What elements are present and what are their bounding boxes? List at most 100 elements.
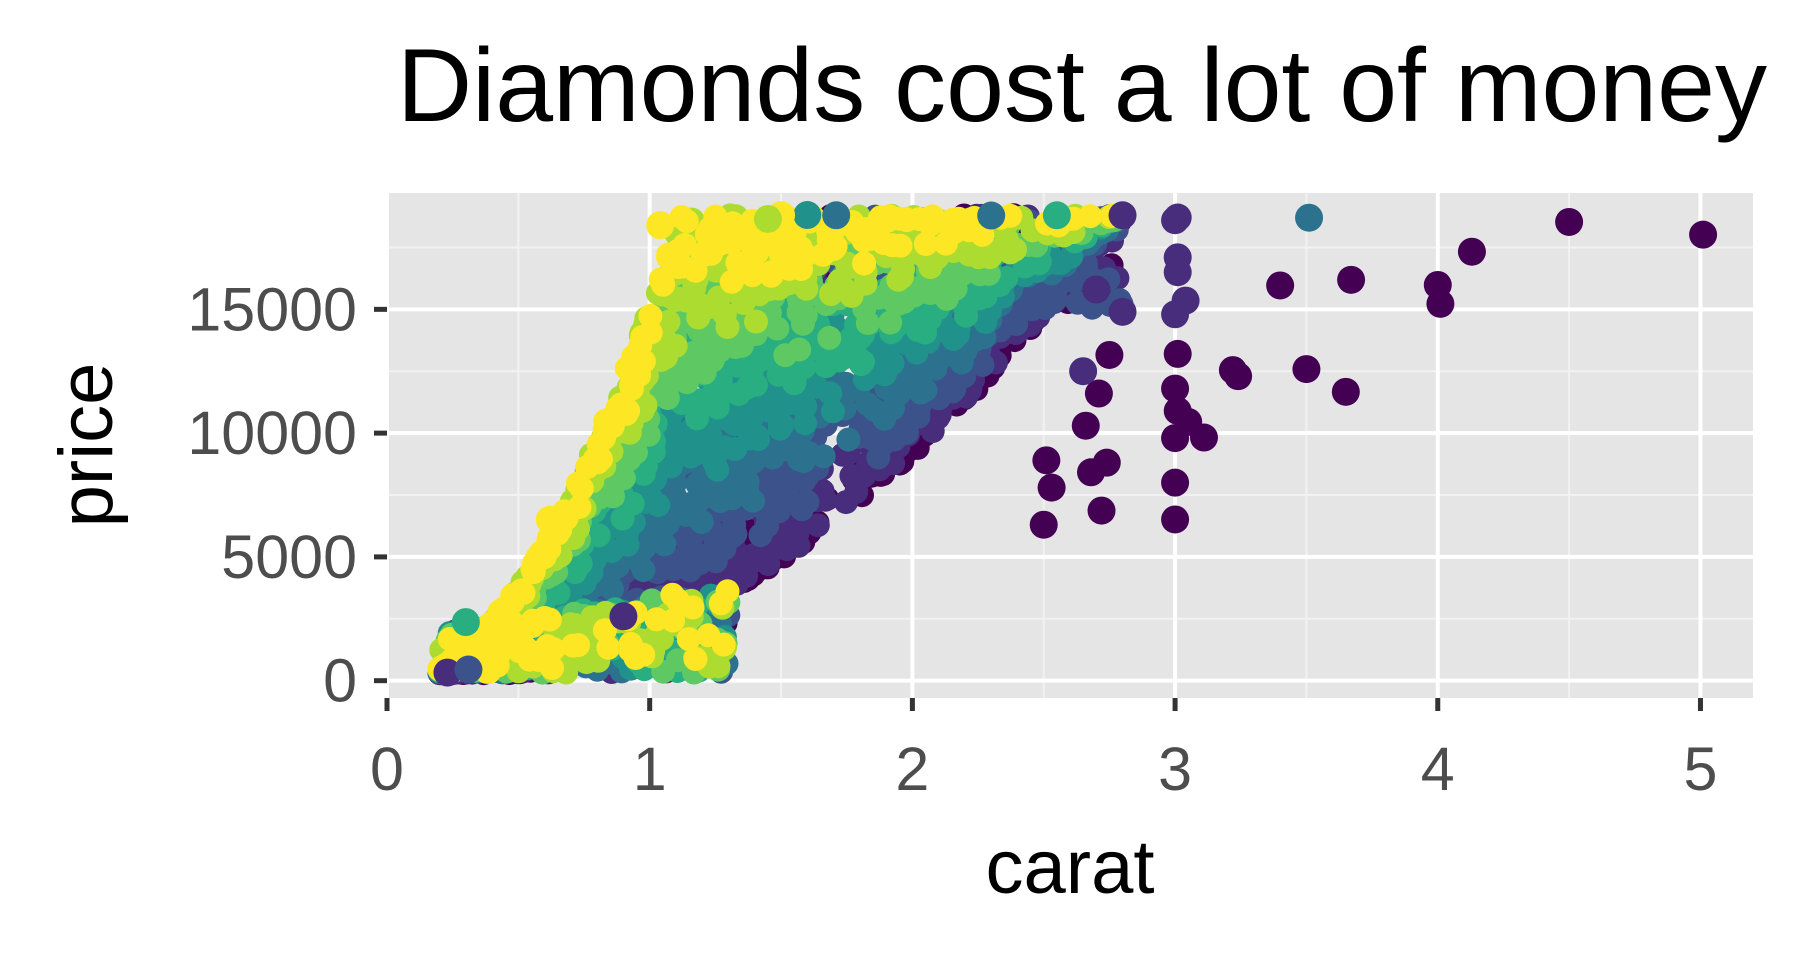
cloud-point — [853, 271, 878, 296]
y-axis: 0 5000 10000 15000 — [187, 275, 387, 715]
cloud-point — [656, 309, 681, 334]
data-point — [609, 602, 638, 631]
data-point — [1161, 374, 1190, 403]
cloud-point — [944, 218, 969, 243]
cloud-point — [813, 487, 838, 512]
data-point — [1071, 411, 1100, 440]
cloud-point — [765, 434, 790, 459]
cloud-point — [705, 395, 730, 420]
cloud-point — [793, 394, 818, 419]
cloud-point — [733, 482, 757, 507]
cloud-point — [875, 341, 900, 366]
cloud-point — [744, 309, 768, 334]
cloud-point — [823, 234, 848, 259]
cloud-point — [811, 444, 836, 469]
data-point — [1292, 355, 1321, 384]
cloud-point — [437, 627, 462, 651]
data-point — [1337, 265, 1366, 294]
y-tick-label: 15000 — [187, 275, 357, 343]
cloud-point — [665, 587, 690, 612]
data-point — [1095, 340, 1124, 369]
cloud-point — [877, 204, 902, 229]
cloud-point — [630, 325, 655, 349]
data-point — [1032, 446, 1061, 475]
data-point — [822, 201, 851, 230]
data-point — [1108, 297, 1137, 326]
data-point — [1029, 510, 1058, 539]
cloud-point — [1033, 296, 1057, 321]
data-point — [1457, 237, 1486, 266]
cloud-point — [661, 608, 686, 633]
x-tick-label: 1 — [633, 735, 667, 803]
x-tick-label: 4 — [1421, 735, 1455, 803]
data-point — [451, 608, 480, 637]
cloud-point — [685, 406, 709, 431]
cloud-point — [954, 303, 979, 328]
data-point — [454, 655, 483, 684]
x-axis: 0 1 2 3 4 5 — [370, 698, 1717, 803]
chart-title: Diamonds cost a lot of money — [397, 28, 1767, 144]
cloud-point — [631, 642, 656, 667]
cloud-point — [739, 231, 764, 256]
x-axis-title: carat — [986, 825, 1155, 910]
data-point — [1161, 424, 1190, 453]
cloud-point — [472, 638, 496, 663]
cloud-point — [821, 399, 845, 424]
cloud-point — [739, 249, 764, 274]
cloud-point — [746, 427, 771, 452]
cloud-point — [833, 345, 858, 369]
cloud-point — [517, 647, 542, 672]
cloud-point — [684, 490, 709, 515]
cloud-point — [705, 457, 730, 482]
cloud-point — [648, 267, 673, 292]
y-axis-title: price — [44, 363, 129, 528]
cloud-point — [708, 338, 733, 363]
cloud-point — [766, 362, 791, 387]
cloud-point — [696, 623, 721, 648]
data-point — [1163, 243, 1192, 272]
data-point — [1423, 270, 1452, 299]
data-point — [1161, 468, 1190, 497]
data-point — [1087, 496, 1116, 525]
data-point — [1042, 201, 1071, 230]
cloud-point — [836, 427, 861, 452]
cloud-point — [656, 242, 681, 267]
cloud-point — [532, 545, 557, 570]
y-tick-label: 10000 — [187, 399, 357, 467]
data-point — [1161, 206, 1190, 235]
cloud-point — [834, 490, 858, 515]
data-point — [793, 201, 822, 230]
cloud-point — [692, 360, 717, 385]
cloud-point — [667, 547, 692, 572]
data-point — [1555, 207, 1584, 236]
data-point — [646, 211, 675, 240]
data-point — [1163, 339, 1192, 368]
cloud-point — [878, 310, 903, 335]
cloud-point — [560, 633, 585, 658]
data-points — [433, 201, 1718, 687]
cloud-point — [891, 257, 915, 282]
cloud-point — [775, 537, 799, 562]
cloud-point — [674, 370, 699, 395]
cloud-point — [619, 376, 644, 401]
data-point — [753, 204, 782, 233]
cloud-point — [615, 532, 640, 557]
cloud-point — [611, 466, 636, 491]
data-point — [1037, 473, 1066, 502]
cloud-point — [715, 579, 740, 604]
cloud-point — [776, 486, 801, 511]
data-point — [1108, 201, 1137, 230]
cloud-point — [919, 207, 943, 232]
cloud-point — [719, 269, 744, 294]
data-point — [1689, 220, 1718, 249]
data-point — [1163, 396, 1192, 425]
cloud-point — [686, 388, 711, 413]
data-point — [1295, 203, 1324, 232]
cloud-point — [707, 475, 731, 499]
cloud-point — [703, 204, 728, 229]
cloud-point — [770, 412, 795, 437]
data-point — [1161, 505, 1190, 534]
data-point — [1161, 300, 1190, 329]
y-tick-label: 0 — [323, 647, 357, 715]
